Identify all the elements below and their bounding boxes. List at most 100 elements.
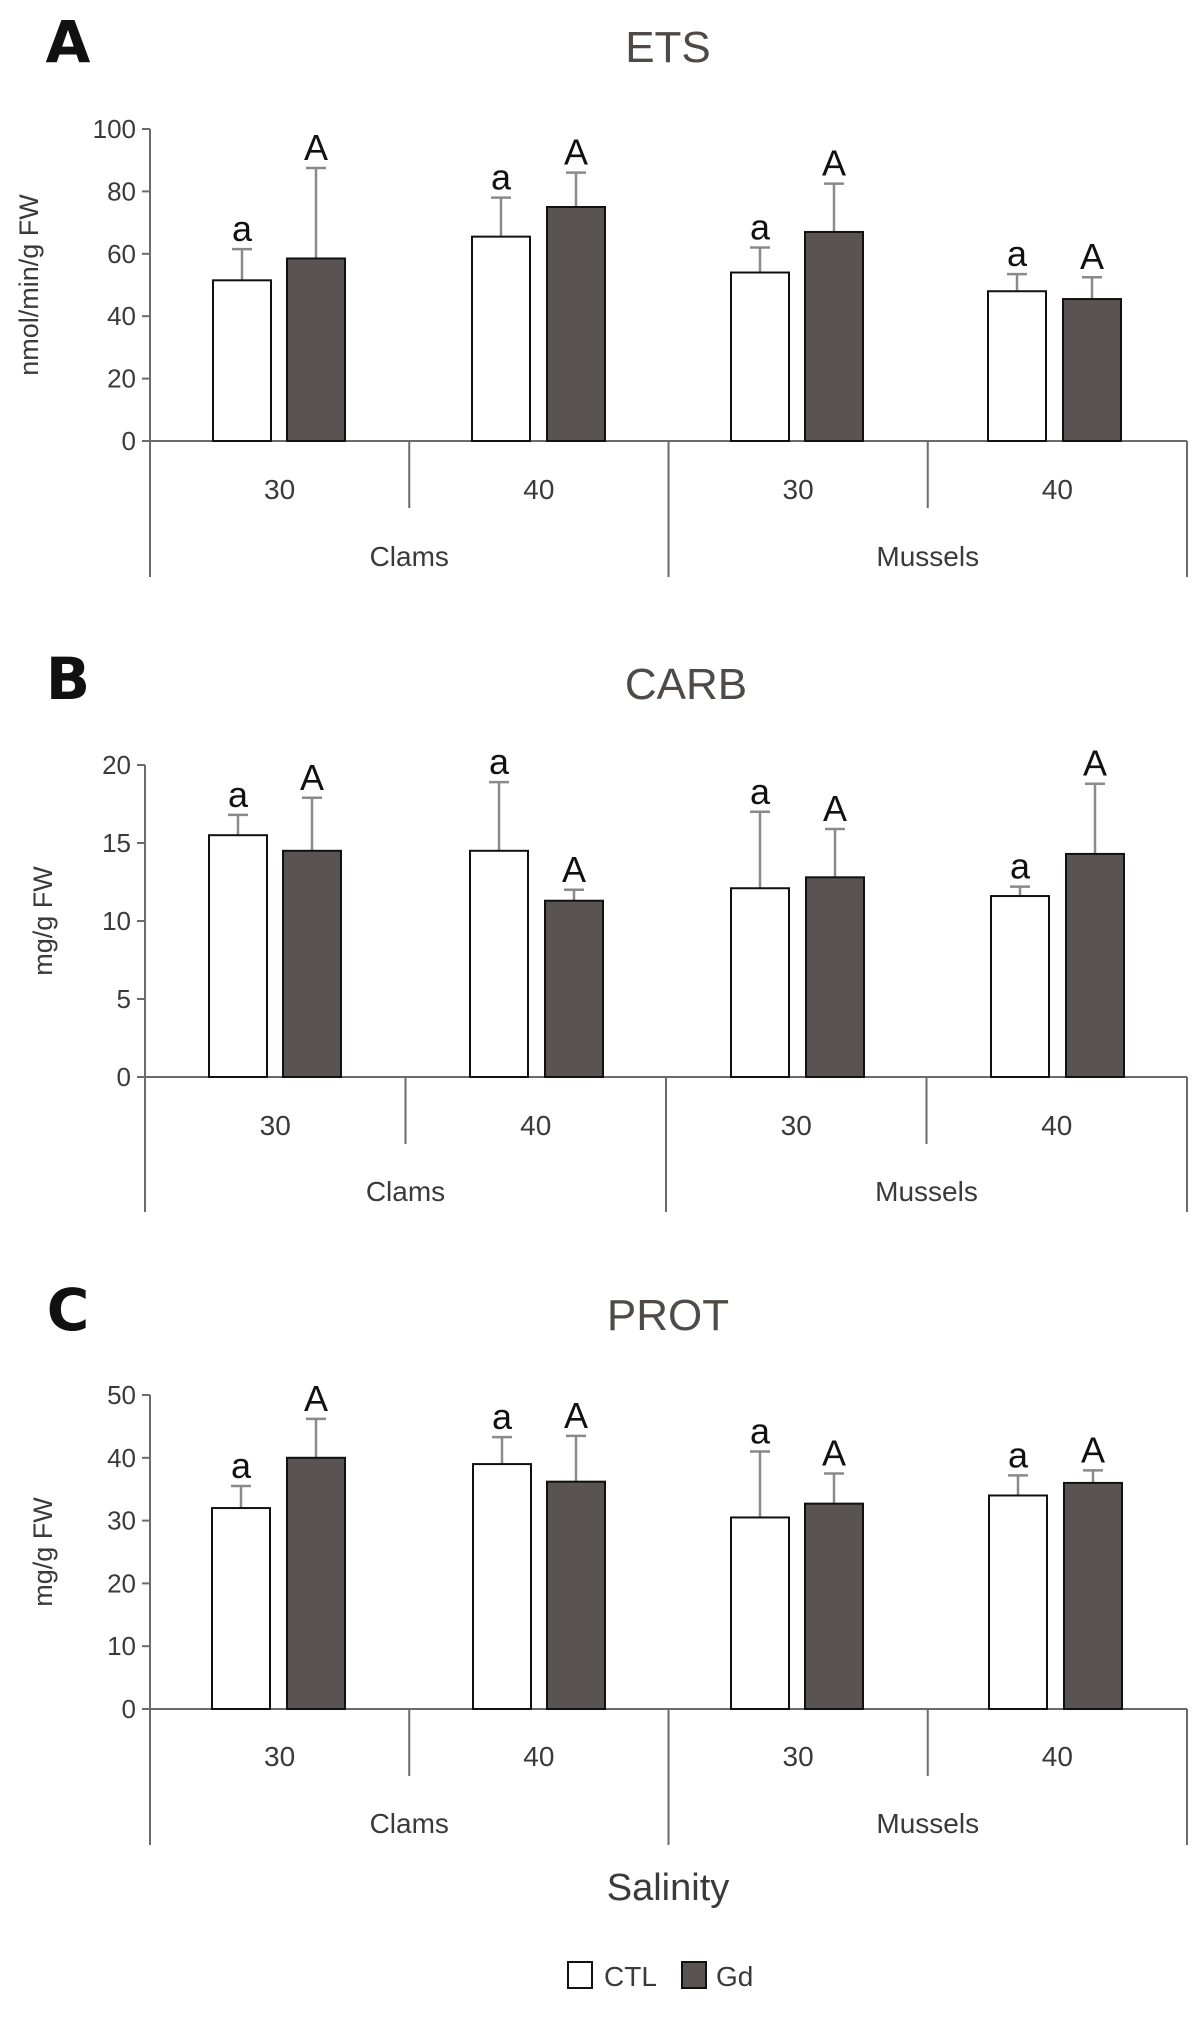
x-category-label: 40 bbox=[523, 474, 554, 505]
bar-ctl bbox=[987, 290, 1047, 442]
y-tick-label: 30 bbox=[107, 1506, 136, 1536]
x-group-label: Mussels bbox=[876, 1808, 979, 1839]
significance-letter: a bbox=[228, 774, 249, 815]
significance-letter: a bbox=[1007, 233, 1028, 274]
x-category-label: 30 bbox=[264, 474, 295, 505]
significance-letter: a bbox=[232, 208, 253, 249]
bar-ctl bbox=[730, 887, 790, 1078]
x-group-label: Clams bbox=[370, 541, 449, 572]
chart-panel-c: C PROT mg/g FW 0 10 20 30 40 50 30 40 30 40 Clams Muss… bbox=[28, 1276, 1188, 1845]
bar-gd bbox=[804, 1502, 864, 1711]
y-tick-label: 0 bbox=[117, 1062, 131, 1092]
legend-label-gd: Gd bbox=[716, 1961, 753, 1992]
significance-letter: a bbox=[231, 1445, 252, 1486]
chart-title: ETS bbox=[625, 23, 711, 72]
bar-ctl bbox=[211, 1507, 271, 1711]
x-category-label: 30 bbox=[783, 474, 814, 505]
y-tick-label: 80 bbox=[107, 176, 136, 206]
y-axis-label: mg/g FW bbox=[28, 866, 58, 976]
bar-gd bbox=[282, 849, 342, 1078]
x-category-label: 30 bbox=[260, 1110, 291, 1141]
bar-gd bbox=[804, 230, 864, 442]
significance-letter: a bbox=[750, 1411, 771, 1452]
significance-letter: A bbox=[300, 757, 324, 798]
legend-swatch-ctl bbox=[567, 1961, 593, 1989]
chart-title: PROT bbox=[607, 1291, 729, 1340]
significance-letter: a bbox=[489, 741, 510, 782]
bar-ctl bbox=[472, 1463, 532, 1710]
x-category-label: 40 bbox=[523, 1741, 554, 1772]
y-tick-label: 40 bbox=[107, 1443, 136, 1473]
bar-ctl bbox=[988, 1494, 1048, 1710]
y-tick-label: 0 bbox=[122, 1694, 136, 1724]
chart-panel-b: B CARB mg/g FW 0 5 10 15 20 30 40 30 40 Clams Mussels… bbox=[28, 645, 1188, 1212]
bar-ctl bbox=[208, 834, 268, 1079]
significance-letter: a bbox=[492, 1396, 513, 1437]
legend: CTL Gd bbox=[567, 1961, 753, 1992]
x-category-label: 40 bbox=[520, 1110, 551, 1141]
panel-letter: C bbox=[47, 1276, 90, 1344]
y-tick-label: 15 bbox=[102, 828, 131, 858]
y-tick-label: 20 bbox=[107, 1568, 136, 1598]
y-tick-label: 40 bbox=[107, 301, 136, 331]
y-tick-label: 100 bbox=[93, 114, 136, 144]
x-category-label: 30 bbox=[781, 1110, 812, 1141]
bar-gd bbox=[546, 206, 606, 442]
y-tick-label: 5 bbox=[117, 984, 131, 1014]
significance-letter: a bbox=[750, 207, 771, 248]
x-category-label: 30 bbox=[783, 1741, 814, 1772]
bar-ctl bbox=[212, 279, 272, 442]
y-tick-label: 50 bbox=[107, 1380, 136, 1410]
y-tick-label: 20 bbox=[102, 750, 131, 780]
bar-gd bbox=[805, 876, 865, 1078]
significance-letter: a bbox=[1010, 846, 1031, 887]
significance-letter: A bbox=[564, 132, 588, 173]
x-group-label: Clams bbox=[370, 1808, 449, 1839]
legend-swatch-gd bbox=[681, 1961, 707, 1989]
x-group-label: Clams bbox=[366, 1176, 445, 1207]
bar-gd bbox=[286, 257, 346, 443]
x-category-label: 40 bbox=[1042, 474, 1073, 505]
bar-gd bbox=[1062, 298, 1122, 443]
panel-letter: A bbox=[46, 8, 91, 76]
significance-letter: A bbox=[304, 127, 328, 168]
y-tick-label: 60 bbox=[107, 239, 136, 269]
significance-letter: A bbox=[822, 1433, 846, 1474]
bar-ctl bbox=[471, 235, 531, 442]
y-tick-label: 10 bbox=[107, 1631, 136, 1661]
y-tick-label: 20 bbox=[107, 364, 136, 394]
bar-gd bbox=[544, 899, 604, 1078]
significance-letter: A bbox=[823, 788, 847, 829]
significance-letter: A bbox=[564, 1395, 588, 1436]
significance-letter: A bbox=[1083, 743, 1107, 784]
y-axis-label: mg/g FW bbox=[28, 1497, 58, 1607]
significance-letter: a bbox=[1008, 1434, 1029, 1475]
x-group-label: Mussels bbox=[875, 1176, 978, 1207]
bar-ctl bbox=[730, 1516, 790, 1710]
significance-letter: A bbox=[1081, 1429, 1105, 1470]
x-category-label: 30 bbox=[264, 1741, 295, 1772]
y-axis-label: nmol/min/g FW bbox=[14, 194, 44, 376]
panel-letter: B bbox=[46, 645, 90, 713]
x-category-label: 40 bbox=[1041, 1110, 1072, 1141]
significance-letter: A bbox=[822, 143, 846, 184]
x-group-label: Mussels bbox=[876, 541, 979, 572]
x-axis-title: Salinity bbox=[607, 1867, 730, 1909]
x-category-label: 40 bbox=[1042, 1741, 1073, 1772]
significance-letter: a bbox=[750, 771, 771, 812]
bar-gd bbox=[1065, 852, 1125, 1078]
bar-gd bbox=[286, 1456, 346, 1711]
significance-letter: A bbox=[1080, 236, 1104, 277]
bar-ctl bbox=[730, 271, 790, 442]
significance-letter: a bbox=[491, 157, 512, 198]
chart-title: CARB bbox=[625, 660, 747, 709]
bar-ctl bbox=[990, 895, 1050, 1078]
y-tick-label: 10 bbox=[102, 906, 131, 936]
bar-ctl bbox=[469, 849, 529, 1078]
y-tick-label: 0 bbox=[122, 426, 136, 456]
bar-gd bbox=[546, 1480, 606, 1710]
significance-letter: A bbox=[562, 849, 586, 890]
chart-panel-a: A ETS nmol/min/g FW 0 20 40 60 80 100 30 40 30 40 Cla… bbox=[14, 8, 1188, 577]
legend-label-ctl: CTL bbox=[604, 1961, 657, 1992]
